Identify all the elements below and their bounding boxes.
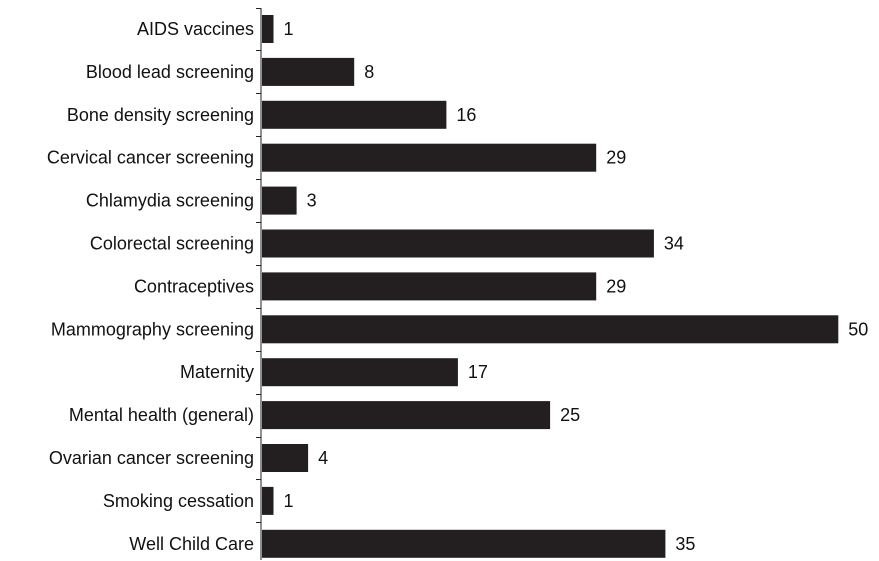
- data-label: 50: [848, 319, 868, 339]
- category-label: Bone density screening: [67, 105, 254, 125]
- data-label: 34: [664, 234, 684, 254]
- data-label: 1: [284, 19, 294, 39]
- data-label: 4: [318, 448, 328, 468]
- category-label: Chlamydia screening: [86, 191, 254, 211]
- bar: [262, 100, 447, 129]
- category-label: Smoking cessation: [103, 491, 254, 511]
- bar: [262, 143, 597, 172]
- category-label: Maternity: [180, 362, 254, 382]
- bar: [262, 444, 309, 472]
- category-label: Colorectal screening: [90, 234, 254, 254]
- bar: [262, 229, 654, 258]
- category-label: Ovarian cancer screening: [49, 448, 254, 468]
- bar: [262, 57, 355, 86]
- category-label: Contraceptives: [134, 276, 254, 296]
- data-label: 16: [456, 105, 476, 125]
- data-label: 17: [468, 362, 488, 382]
- category-label: Blood lead screening: [86, 62, 254, 82]
- category-label: Mammography screening: [51, 319, 254, 339]
- category-label: Mental health (general): [69, 405, 254, 425]
- bar: [262, 486, 274, 515]
- data-label: 29: [606, 148, 626, 168]
- bar-layer: [262, 15, 839, 558]
- data-label: 25: [560, 405, 580, 425]
- data-label: 3: [307, 191, 317, 211]
- category-label: Well Child Care: [129, 534, 254, 554]
- bar: [262, 358, 458, 387]
- bar: [262, 529, 666, 558]
- category-label: Cervical cancer screening: [47, 148, 254, 168]
- category-label: AIDS vaccines: [137, 19, 254, 39]
- bar: [262, 15, 274, 43]
- data-label: 29: [606, 276, 626, 296]
- bar: [262, 186, 297, 215]
- bar: [262, 401, 551, 430]
- label-layer: AIDS vaccines 1 Blood lead screening 8 Bone …: [47, 19, 868, 554]
- data-label: 35: [675, 534, 695, 554]
- bar: [262, 315, 839, 344]
- bar: [262, 272, 597, 301]
- data-label: 8: [364, 62, 374, 82]
- data-label: 1: [284, 491, 294, 511]
- axis-layer: [256, 8, 262, 560]
